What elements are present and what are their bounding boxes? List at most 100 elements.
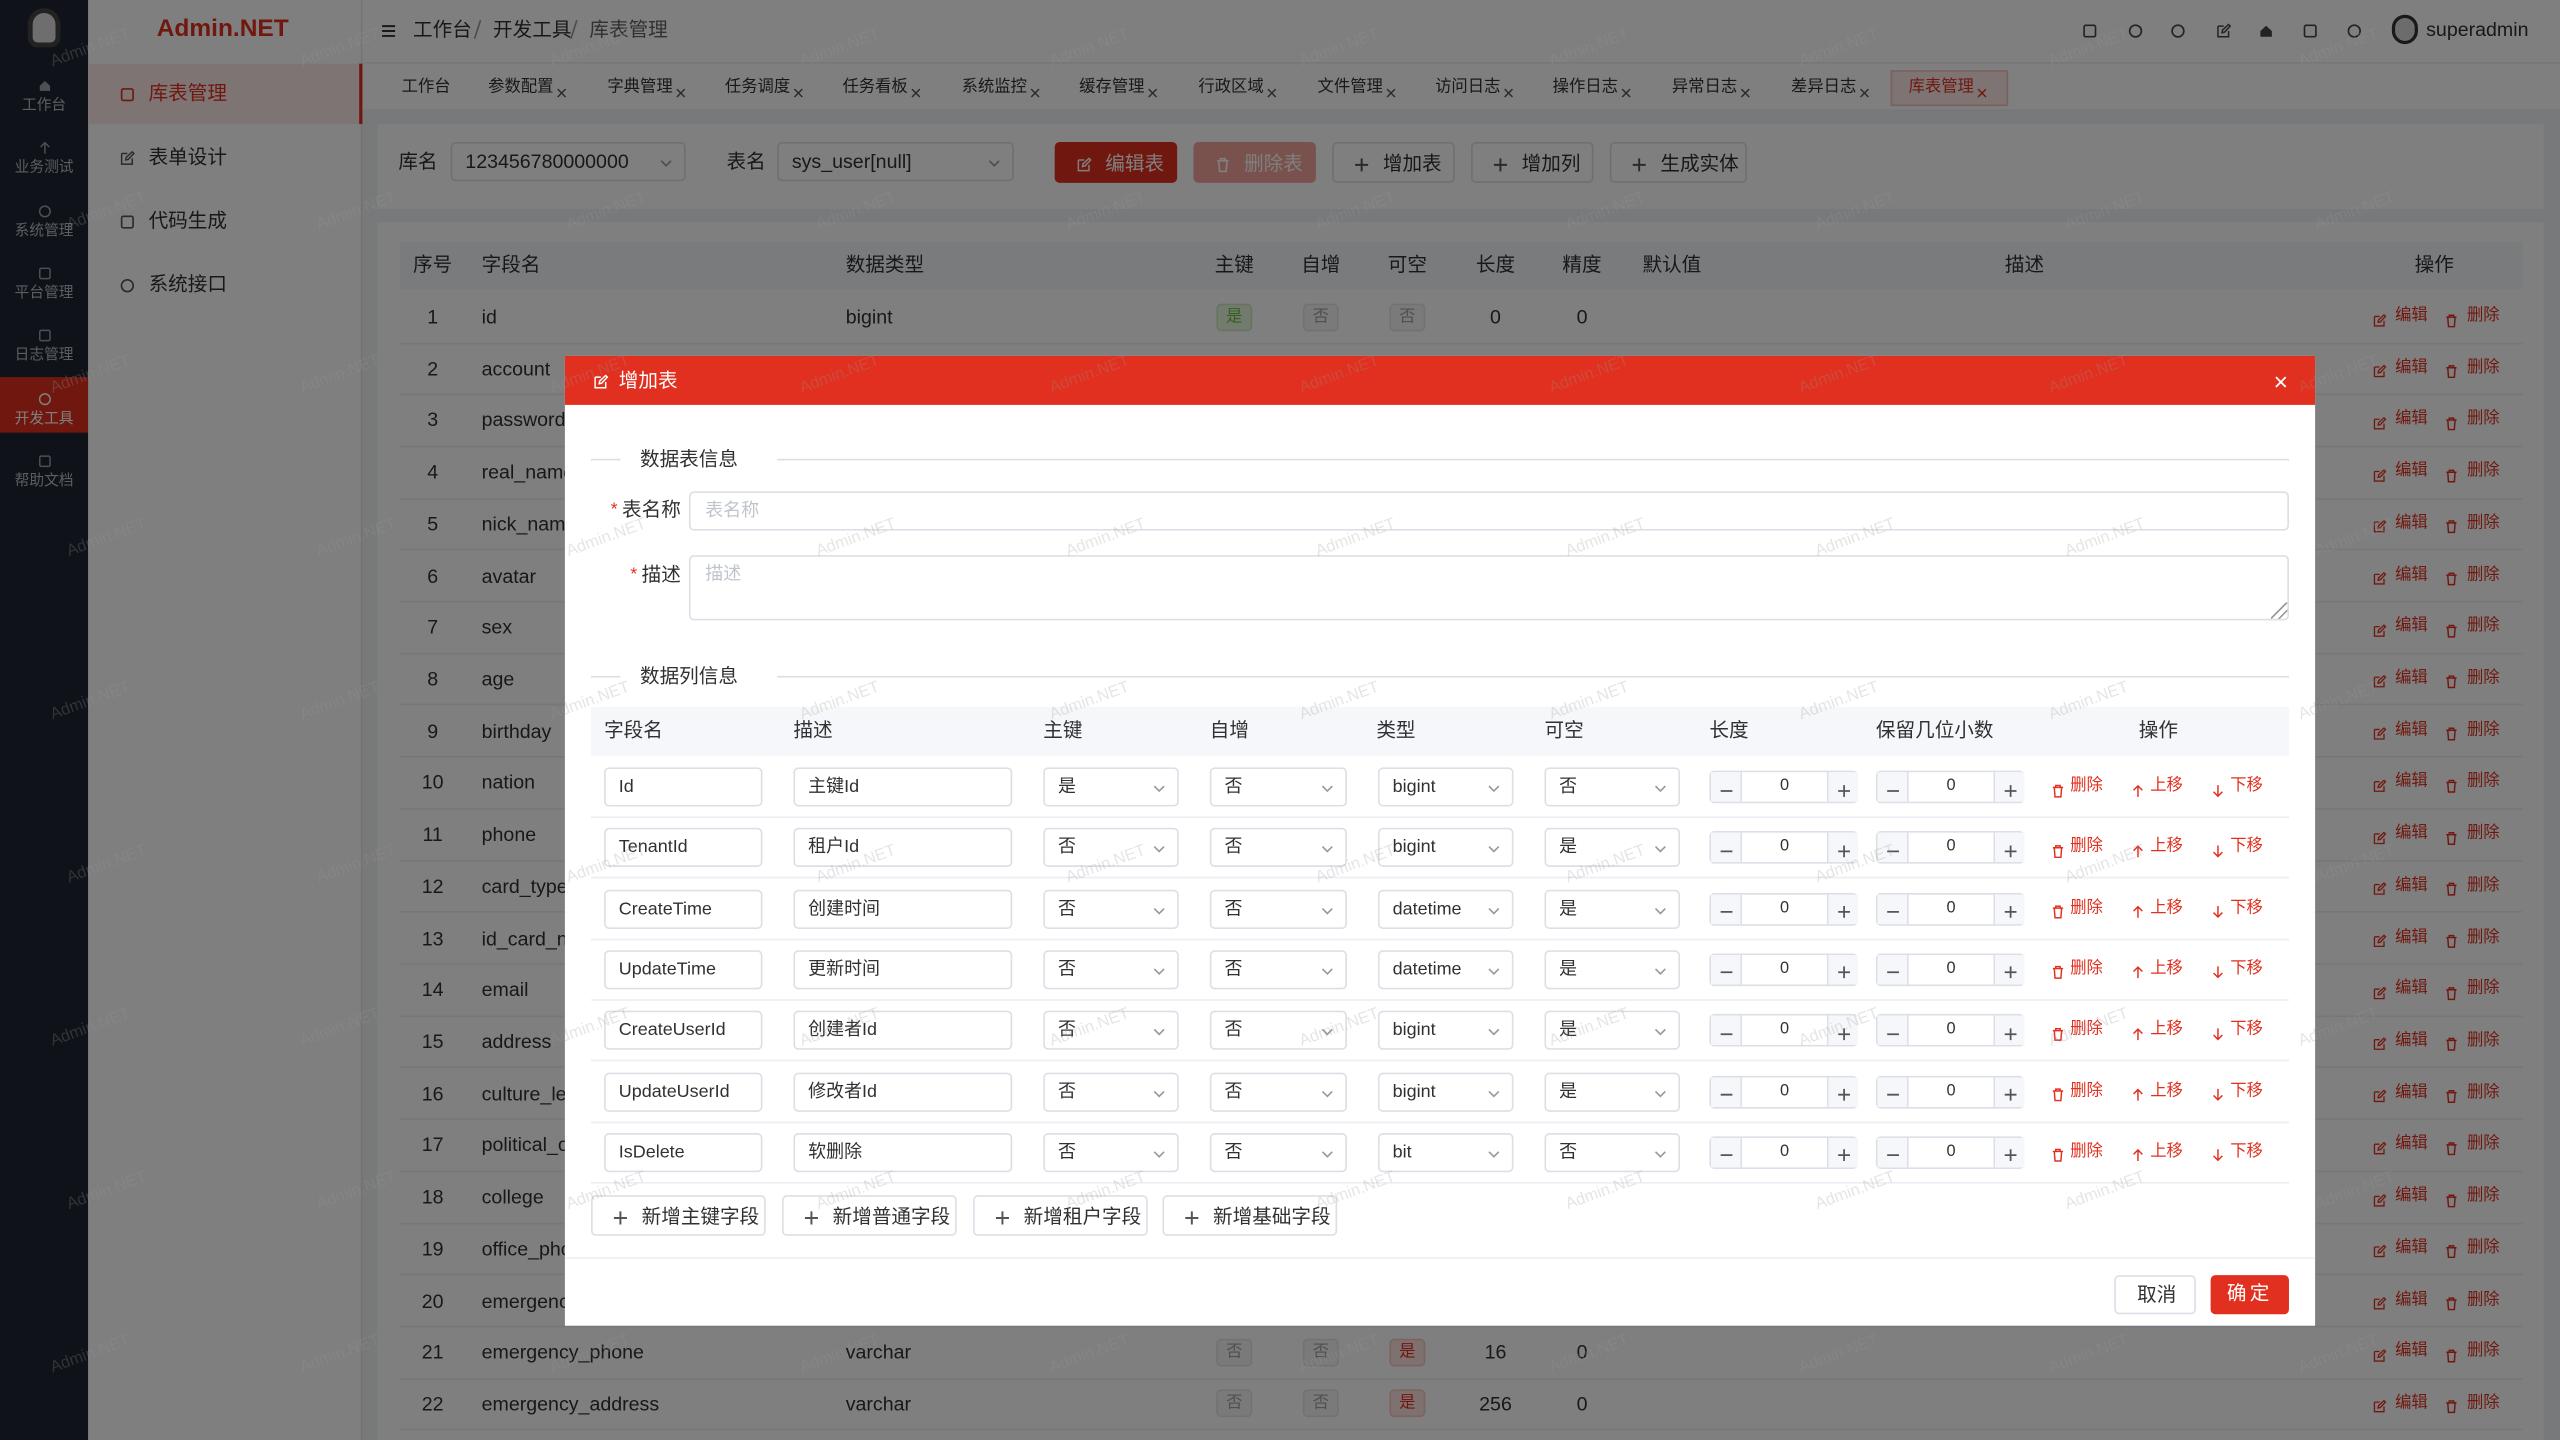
cell-input[interactable]: 创建者Id bbox=[793, 1010, 1013, 1051]
icon bbox=[1486, 1083, 1502, 1099]
icon bbox=[1654, 785, 1666, 793]
cell-select[interactable]: 否 bbox=[1209, 889, 1347, 929]
cell-input[interactable]: 修改者Id bbox=[793, 1071, 1013, 1112]
cell-input[interactable]: 软删除 bbox=[793, 1132, 1013, 1172]
stepper-divider bbox=[1740, 1015, 1743, 1046]
cell-select[interactable]: 否 bbox=[1544, 1132, 1680, 1172]
icon bbox=[1837, 784, 1850, 797]
cell-input[interactable]: 更新时间 bbox=[793, 950, 1013, 990]
cell-select[interactable]: 否 bbox=[1043, 1071, 1179, 1112]
cell-select[interactable]: datetime bbox=[1377, 889, 1514, 929]
row-action[interactable]: 下移 bbox=[2230, 777, 2263, 796]
row-action[interactable]: 下移 bbox=[2230, 898, 2263, 917]
cell-select[interactable]: 是 bbox=[1544, 828, 1680, 868]
row-action[interactable]: 删除 bbox=[2070, 1142, 2103, 1161]
cell-select[interactable]: 否 bbox=[1209, 1010, 1347, 1051]
cell-select[interactable]: 否 bbox=[1043, 1010, 1179, 1051]
number-stepper[interactable]: 0 bbox=[1709, 892, 1858, 926]
cell-input[interactable]: CreateUserId bbox=[604, 1010, 763, 1051]
number-stepper[interactable]: 0 bbox=[1875, 1014, 2025, 1047]
column-header: 可空 bbox=[1544, 718, 1584, 742]
row-action[interactable]: 删除 bbox=[2070, 1020, 2103, 1039]
cell-select-value: 是 bbox=[1559, 898, 1578, 919]
number-stepper[interactable]: 0 bbox=[1709, 953, 1858, 986]
number-stepper[interactable]: 0 bbox=[1709, 1135, 1858, 1169]
row-action[interactable]: 下移 bbox=[2230, 838, 2263, 856]
cell-select[interactable]: datetime bbox=[1377, 950, 1514, 990]
cell-select[interactable]: 是 bbox=[1544, 950, 1680, 990]
cell-select[interactable]: 是 bbox=[1043, 767, 1179, 807]
cell-select[interactable]: bit bbox=[1377, 1132, 1514, 1172]
row-action[interactable]: 下移 bbox=[2230, 1081, 2263, 1100]
cell-input[interactable]: 主键Id bbox=[793, 767, 1013, 807]
cell-select[interactable]: bigint bbox=[1377, 828, 1514, 868]
icon bbox=[2275, 376, 2287, 388]
cell-select[interactable]: 否 bbox=[1043, 828, 1179, 868]
number-stepper[interactable]: 0 bbox=[1875, 953, 2025, 986]
row-action[interactable]: 删除 bbox=[2070, 838, 2103, 856]
icon bbox=[2003, 906, 2016, 918]
cancel-button[interactable]: 取消 bbox=[2114, 1275, 2196, 1315]
cell-select[interactable]: 否 bbox=[1043, 950, 1179, 990]
cell-select[interactable]: 否 bbox=[1209, 1071, 1347, 1112]
cell-select-value: 否 bbox=[1224, 1020, 1243, 1041]
section-title: 数据表信息 bbox=[640, 447, 738, 471]
cell-select[interactable]: 否 bbox=[1209, 1132, 1347, 1172]
cell-input[interactable]: UpdateUserId bbox=[604, 1071, 763, 1112]
row-action[interactable]: 下移 bbox=[2230, 959, 2263, 978]
row-action[interactable]: 删除 bbox=[2070, 777, 2103, 796]
cell-select[interactable]: 是 bbox=[1544, 1071, 1680, 1112]
icon bbox=[1654, 1029, 1666, 1036]
row-action[interactable]: 上移 bbox=[2150, 959, 2183, 978]
stepper-value: 0 bbox=[1946, 959, 1956, 978]
cell-input[interactable]: UpdateTime bbox=[604, 950, 763, 990]
add-field-button[interactable]: 新增基础字段 bbox=[1162, 1195, 1338, 1236]
cell-input[interactable]: Id bbox=[604, 767, 763, 807]
cell-select[interactable]: 否 bbox=[1209, 950, 1347, 990]
cell-select[interactable]: bigint bbox=[1377, 767, 1514, 807]
row-action[interactable]: 上移 bbox=[2150, 777, 2183, 796]
add-field-button[interactable]: 新增主键字段 bbox=[591, 1195, 766, 1236]
number-stepper[interactable]: 0 bbox=[1875, 1135, 2025, 1169]
number-stepper[interactable]: 0 bbox=[1709, 831, 1858, 865]
add-field-button[interactable]: 新增租户字段 bbox=[973, 1195, 1148, 1236]
cell-select[interactable]: 是 bbox=[1544, 889, 1680, 929]
icon bbox=[1321, 968, 1333, 975]
cell-input[interactable]: CreateTime bbox=[604, 889, 763, 929]
number-stepper[interactable]: 0 bbox=[1875, 831, 2025, 865]
icon bbox=[1886, 972, 1899, 974]
row-action[interactable]: 上移 bbox=[2150, 1020, 2183, 1039]
row-action[interactable]: 上移 bbox=[2150, 898, 2183, 917]
confirm-button[interactable]: 确定 bbox=[2210, 1275, 2289, 1315]
cell-input[interactable]: 租户Id bbox=[793, 828, 1013, 868]
add-field-button[interactable]: 新增普通字段 bbox=[782, 1195, 957, 1236]
cell-input[interactable]: TenantId bbox=[604, 828, 763, 868]
cell-select[interactable]: 否 bbox=[1209, 767, 1347, 807]
row-action[interactable]: 上移 bbox=[2150, 838, 2183, 856]
cell-select[interactable]: 否 bbox=[1043, 889, 1179, 929]
cell-select[interactable]: 是 bbox=[1544, 1010, 1680, 1051]
cell-select[interactable]: bigint bbox=[1377, 1071, 1514, 1112]
row-action[interactable]: 上移 bbox=[2150, 1142, 2183, 1161]
cell-select[interactable]: 否 bbox=[1043, 1132, 1179, 1172]
table-name-input[interactable]: 表名称 bbox=[688, 491, 2289, 531]
row-action[interactable]: 删除 bbox=[2070, 898, 2103, 917]
number-stepper[interactable]: 0 bbox=[1875, 1075, 2025, 1108]
cell-input[interactable]: 创建时间 bbox=[793, 889, 1013, 929]
row-action[interactable]: 删除 bbox=[2070, 959, 2103, 978]
row-action[interactable]: 上移 bbox=[2150, 1081, 2183, 1100]
number-stepper[interactable]: 0 bbox=[1709, 770, 1858, 804]
row-action[interactable]: 下移 bbox=[2230, 1142, 2263, 1161]
cell-input[interactable]: IsDelete bbox=[604, 1132, 763, 1172]
row-action[interactable]: 删除 bbox=[2070, 1081, 2103, 1100]
cell-select[interactable]: bigint bbox=[1377, 1010, 1514, 1051]
number-stepper[interactable]: 0 bbox=[1709, 1075, 1858, 1108]
cell-select[interactable]: 否 bbox=[1544, 767, 1680, 807]
stepper-bg bbox=[1877, 894, 1907, 924]
row-action[interactable]: 下移 bbox=[2230, 1020, 2263, 1039]
cell-select[interactable]: 否 bbox=[1209, 828, 1347, 868]
number-stepper[interactable]: 0 bbox=[1709, 1014, 1858, 1047]
number-stepper[interactable]: 0 bbox=[1875, 892, 2025, 926]
number-stepper[interactable]: 0 bbox=[1875, 770, 2025, 804]
table-desc-textarea[interactable]: 描述 bbox=[688, 555, 2289, 621]
